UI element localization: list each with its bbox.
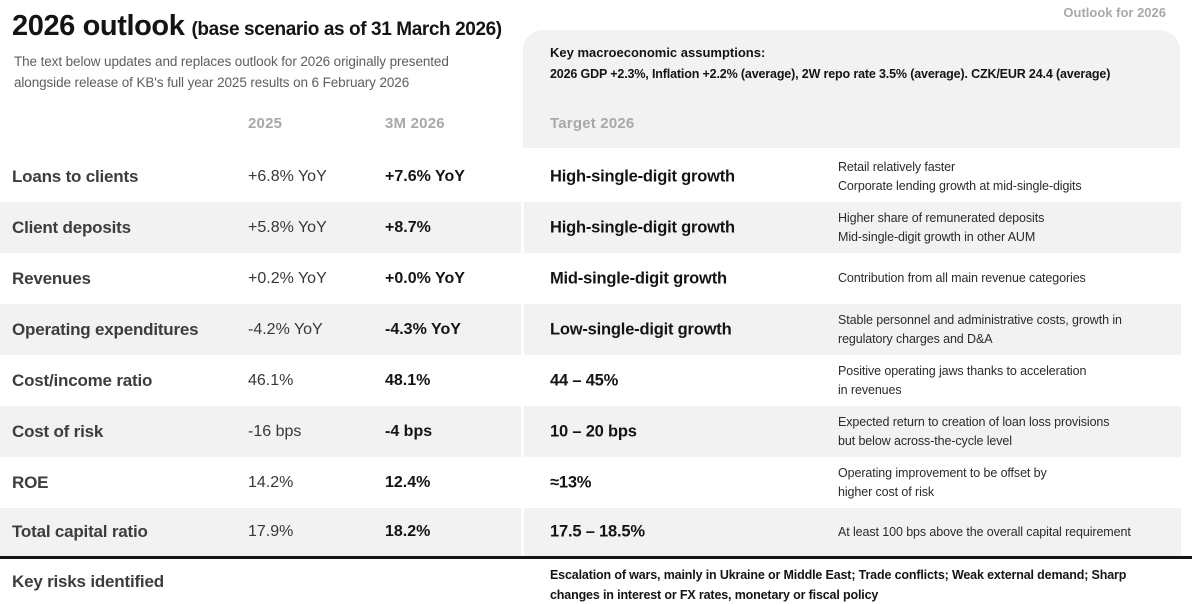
outlook-table: Loans to clients +6.8% YoY +7.6% YoY Hig… bbox=[0, 151, 1181, 556]
value-2025: -16 bps bbox=[248, 422, 302, 440]
comment-line: in revenues bbox=[838, 382, 902, 397]
page-title-suffix: (base scenario as of 31 March 2026) bbox=[191, 19, 502, 40]
comment-line: Operating improvement to be offset by bbox=[838, 465, 1047, 480]
value-3m-2026: 48.1% bbox=[385, 371, 431, 389]
value-target: 10 – 20 bps bbox=[550, 422, 637, 440]
value-target: High-single-digit growth bbox=[550, 218, 735, 236]
table-row-total-capital-ratio: Total capital ratio 17.9% 18.2% 17.5 – 1… bbox=[0, 508, 1181, 556]
value-3m-2026: +7.6% YoY bbox=[385, 167, 465, 185]
table-row-operating-expenditures: Operating expenditures -4.2% YoY -4.3% Y… bbox=[0, 304, 1181, 355]
macro-assumptions-heading: Key macroeconomic assumptions: bbox=[550, 45, 766, 60]
value-2025: 17.9% bbox=[248, 523, 294, 540]
value-2025: 14.2% bbox=[248, 473, 294, 491]
comment-line: Expected return to creation of loan loss… bbox=[838, 414, 1110, 429]
row-comment: At least 100 bps above the overall capit… bbox=[838, 508, 1180, 556]
row-band-right bbox=[524, 406, 1181, 457]
page-title: 2026 outlook bbox=[12, 10, 185, 42]
key-risks-row: Key risks identified Escalation of wars,… bbox=[0, 556, 1192, 604]
value-3m-2026: +0.0% YoY bbox=[385, 269, 465, 287]
value-target: 44 – 45% bbox=[550, 371, 619, 389]
page-title-row: 2026 outlook (base scenario as of 31 Marc… bbox=[12, 10, 502, 43]
row-comment: Operating improvement to be offset by hi… bbox=[838, 457, 1180, 508]
value-2025: +6.8% YoY bbox=[248, 167, 327, 185]
comment-line: regulatory charges and D&A bbox=[838, 331, 993, 346]
value-target: Mid-single-digit growth bbox=[550, 269, 727, 287]
row-label: Total capital ratio bbox=[12, 522, 148, 541]
value-3m-2026: 12.4% bbox=[385, 473, 431, 491]
row-label: Revenues bbox=[12, 268, 91, 288]
comment-line: Positive operating jaws thanks to accele… bbox=[838, 363, 1087, 378]
comment-line: Retail relatively faster bbox=[838, 159, 956, 174]
comment-line: Higher share of remunerated deposits bbox=[838, 210, 1045, 225]
row-band-left bbox=[0, 304, 521, 355]
value-3m-2026: -4.3% YoY bbox=[385, 320, 461, 338]
value-3m-2026: +8.7% bbox=[385, 218, 431, 236]
row-label: Operating expenditures bbox=[12, 319, 199, 339]
column-header-3m-2026: 3M 2026 bbox=[385, 115, 445, 132]
table-row-loans-to-clients: Loans to clients +6.8% YoY +7.6% YoY Hig… bbox=[0, 151, 1181, 202]
column-header-2025: 2025 bbox=[248, 115, 283, 132]
table-row-cost-income-ratio: Cost/income ratio 46.1% 48.1% 44 – 45% P… bbox=[0, 355, 1181, 406]
key-risks-label: Key risks identified bbox=[12, 571, 164, 591]
row-band-left bbox=[0, 508, 521, 556]
row-band-right bbox=[524, 304, 1181, 355]
value-2025: -4.2% YoY bbox=[248, 320, 323, 338]
key-risks-line-1: Escalation of wars, mainly in Ukraine or… bbox=[550, 568, 1127, 582]
comment-line: Stable personnel and administrative cost… bbox=[838, 312, 1122, 327]
table-row-cost-of-risk: Cost of risk -16 bps -4 bps 10 – 20 bps … bbox=[0, 406, 1181, 457]
corner-note: Outlook for 2026 bbox=[1063, 5, 1166, 20]
value-target: ≈13% bbox=[550, 473, 592, 491]
row-comment: Contribution from all main revenue categ… bbox=[838, 253, 1180, 304]
subtitle-line-1: The text below updates and replaces outl… bbox=[14, 54, 449, 69]
key-risks-line-2: changes in interest or FX rates, monetar… bbox=[550, 588, 879, 602]
comment-line: At least 100 bps above the overall capit… bbox=[838, 524, 1131, 539]
row-band-left bbox=[0, 406, 521, 457]
row-label: Cost of risk bbox=[12, 421, 104, 441]
row-label: Cost/income ratio bbox=[12, 370, 153, 390]
subtitle-line-2: alongside release of KB's full year 2025… bbox=[14, 75, 410, 90]
key-risks-text: Escalation of wars, mainly in Ukraine or… bbox=[550, 565, 1126, 604]
subtitle: The text below updates and replaces outl… bbox=[14, 51, 449, 93]
row-comment: Higher share of remunerated deposits Mid… bbox=[838, 202, 1180, 253]
row-label: Loans to clients bbox=[12, 166, 139, 186]
row-label: Client deposits bbox=[12, 217, 131, 237]
table-row-revenues: Revenues +0.2% YoY +0.0% YoY Mid-single-… bbox=[0, 253, 1181, 304]
row-band-right bbox=[524, 202, 1181, 253]
value-target: 17.5 – 18.5% bbox=[550, 522, 645, 541]
row-label: ROE bbox=[12, 472, 49, 492]
column-header-target-2026: Target 2026 bbox=[550, 115, 635, 132]
row-comment: Retail relatively faster Corporate lendi… bbox=[838, 151, 1180, 202]
value-target: High-single-digit growth bbox=[550, 167, 735, 185]
comment-line: higher cost of risk bbox=[838, 484, 935, 499]
macro-assumptions-panel: Key macroeconomic assumptions: 2026 GDP … bbox=[523, 30, 1180, 148]
row-comment: Expected return to creation of loan loss… bbox=[838, 406, 1180, 457]
row-band-right bbox=[524, 508, 1181, 556]
value-2025: +5.8% YoY bbox=[248, 218, 327, 236]
value-2025: +0.2% YoY bbox=[248, 269, 327, 287]
comment-line: but below across-the-cycle level bbox=[838, 433, 1012, 448]
value-3m-2026: 18.2% bbox=[385, 523, 431, 540]
value-target: Low-single-digit growth bbox=[550, 320, 732, 338]
value-2025: 46.1% bbox=[248, 371, 294, 389]
row-comment: Stable personnel and administrative cost… bbox=[838, 304, 1180, 355]
comment-line: Corporate lending growth at mid-single-d… bbox=[838, 178, 1082, 193]
row-band-left bbox=[0, 202, 521, 253]
value-3m-2026: -4 bps bbox=[385, 422, 433, 440]
table-row-client-deposits: Client deposits +5.8% YoY +8.7% High-sin… bbox=[0, 202, 1181, 253]
table-row-roe: ROE 14.2% 12.4% ≈13% Operating improveme… bbox=[0, 457, 1181, 508]
comment-line: Contribution from all main revenue categ… bbox=[838, 271, 1086, 285]
row-comment: Positive operating jaws thanks to accele… bbox=[838, 355, 1180, 406]
macro-assumptions-detail: 2026 GDP +2.3%, Inflation +2.2% (average… bbox=[550, 67, 1111, 81]
comment-line: Mid-single-digit growth in other AUM bbox=[838, 229, 1036, 244]
